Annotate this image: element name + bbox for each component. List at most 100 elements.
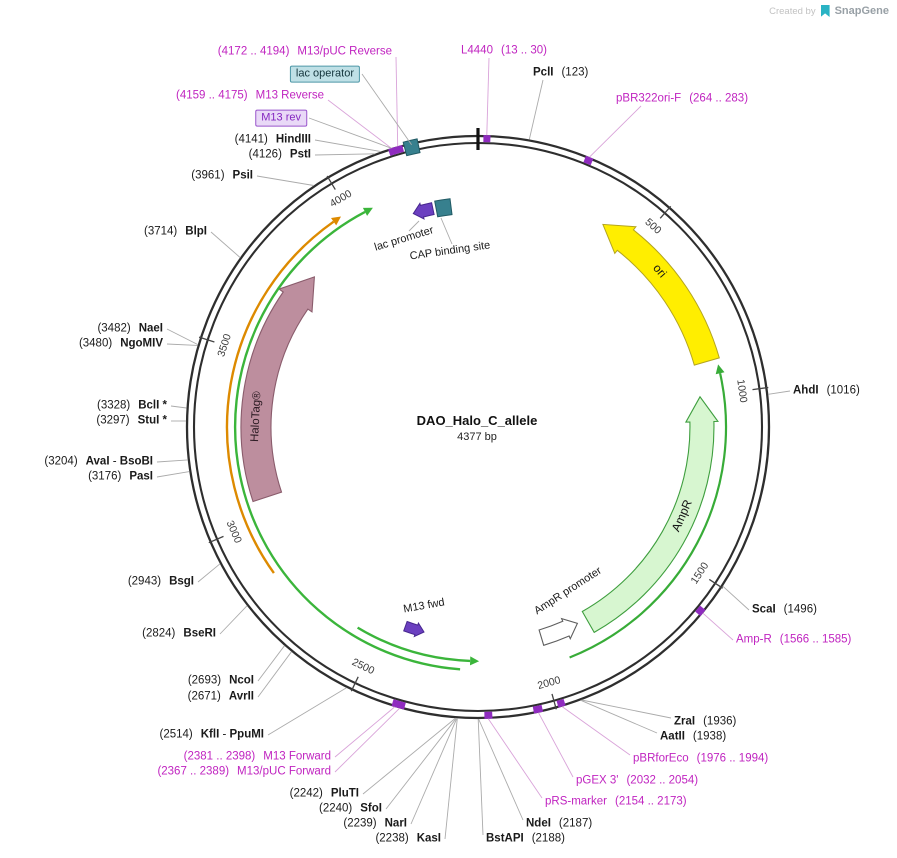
tick-mark-500 (659, 205, 672, 219)
label-sfoi[interactable]: (2240) SfoI (319, 802, 382, 815)
feature-ampr[interactable] (581, 395, 719, 634)
feature-gene-green[interactable] (233, 210, 461, 671)
label-m13-reverse[interactable]: (4159 .. 4175) M13 Reverse (176, 89, 324, 102)
label-psti[interactable]: (4126) PstI (249, 148, 311, 161)
label-psii[interactable]: (3961) PsiI (191, 169, 253, 182)
label-pgex-3[interactable]: pGEX 3' (2032 .. 2054) (576, 774, 698, 787)
label-aatii-part: (1938) (692, 730, 727, 743)
feature-m13-fwd[interactable] (403, 620, 425, 638)
label-hindiii[interactable]: (4141) HindIII (235, 133, 311, 146)
label-pluti[interactable]: (2242) PluTI (290, 787, 359, 800)
label-ncoi[interactable]: (2693) NcoI (188, 674, 254, 687)
snapgene-logo-icon (820, 5, 830, 17)
label-ncoi-name: NcoI (229, 674, 254, 687)
primer-site-pbrforeco[interactable] (556, 698, 566, 708)
label-pbrforeco[interactable]: pBRforEco (1976 .. 1994) (633, 752, 768, 765)
label-pcli[interactable]: PclI (123) (533, 66, 588, 79)
feature-ampr-frame[interactable] (569, 372, 728, 659)
label-scai[interactable]: ScaI (1496) (752, 603, 817, 616)
feature-label-cap-binding-site[interactable]: CAP binding site (409, 239, 491, 262)
label-m13-forward[interactable]: (2381 .. 2398) M13 Forward (184, 750, 331, 763)
label-avai-bsobi-part: (3204) (44, 455, 78, 468)
tick-label-3500: 3500 (215, 332, 234, 358)
label-ngomiv-part: (3480) (78, 337, 113, 350)
feature-lac-promoter[interactable] (412, 202, 435, 220)
feature-lac-operator-site[interactable] (402, 138, 421, 157)
label-m13-reverse-part: (4159 .. 4175) (176, 89, 248, 102)
primer-site-pgex-3-[interactable] (532, 704, 544, 714)
label-pcli-part: (123) (561, 66, 589, 79)
label-ndei[interactable]: NdeI (2187) (526, 817, 592, 830)
feature-ampr-frame-arrowhead (715, 364, 725, 375)
label-kasi[interactable]: (2238) KasI (375, 832, 441, 845)
primer-site-pbr322ori-f[interactable] (583, 155, 594, 166)
label-blpi-name: BlpI (185, 225, 207, 238)
label-l4440-part: (13 .. 30) (500, 44, 548, 57)
label-pbr322ori-f[interactable]: pBR322ori-F (264 .. 283) (616, 92, 748, 105)
label-m13-rev[interactable]: M13 rev (255, 109, 307, 127)
tick-label-1500: 1500 (688, 560, 711, 586)
label-blpi[interactable]: (3714) BlpI (144, 225, 207, 238)
plasmid-title-block: DAO_Halo_C_allele 4377 bp (417, 413, 538, 443)
feature-label-m13-fwd[interactable]: M13 fwd (402, 596, 445, 615)
label-kfli-ppumi-name: KflI (200, 728, 220, 741)
label-zrai-name: ZraI (674, 715, 696, 728)
primer-site-amp-r[interactable] (695, 605, 706, 617)
leader-bsgi (197, 563, 221, 583)
leader-psti (314, 153, 376, 156)
label-psti-part: (4126) (248, 148, 282, 161)
feature-ampr-promoter[interactable] (538, 617, 579, 646)
feature-gene-green-2[interactable] (356, 626, 471, 663)
label-prs-marker-part: (2154 .. 2173) (614, 795, 687, 808)
leader-sfoi (385, 717, 457, 810)
label-aatii[interactable]: AatII (1938) (660, 730, 726, 743)
label-ahdi-name: AhdI (793, 384, 819, 397)
leader-ncoi (257, 645, 285, 682)
label-ngomiv[interactable]: (3480) NgoMIV (79, 337, 163, 350)
primer-site-m13-forward[interactable] (391, 699, 401, 708)
label-stui[interactable]: (3297) StuI * (96, 414, 167, 427)
label-m13-reverse-part: M13 Reverse (255, 89, 324, 102)
leader-lac-operator (361, 73, 412, 145)
feature-ori[interactable] (602, 223, 720, 366)
label-m13-puc-reverse[interactable]: (4172 .. 4194) M13/pUC Reverse (218, 45, 392, 58)
label-m13-puc-forward[interactable]: (2367 .. 2389) M13/pUC Forward (157, 765, 331, 778)
feature-cap-binding-site[interactable] (434, 198, 453, 218)
label-avai-bsobi[interactable]: (3204) AvaI - BsoBI (44, 455, 153, 468)
label-bcli[interactable]: (3328) BclI * (97, 399, 167, 412)
label-amp-r[interactable]: Amp-R (1566 .. 1585) (736, 633, 851, 646)
tick-mark-3500 (198, 336, 215, 343)
label-prs-marker[interactable]: pRS-marker (2154 .. 2173) (545, 795, 687, 808)
label-pasi[interactable]: (3176) PasI (88, 470, 153, 483)
label-bcli-name: BclI * (138, 399, 167, 412)
label-bstapi-name: BstAPI (486, 832, 524, 845)
label-avrii-part: (2671) (187, 690, 221, 703)
label-bstapi[interactable]: BstAPI (2188) (486, 832, 565, 845)
tick-mark-1000 (752, 386, 769, 391)
label-bseri[interactable]: (2824) BseRI (142, 627, 216, 640)
label-bsgi[interactable]: (2943) BsgI (128, 575, 194, 588)
label-ahdi-part: (1016) (826, 384, 860, 397)
leader-m13-rev (308, 117, 392, 149)
label-pluti-part: (2242) (289, 787, 323, 800)
feature-label-halotag[interactable]: HaloTag® (249, 391, 263, 443)
feature-gene-green-2-arrowhead (470, 656, 480, 666)
feature-halotag[interactable] (240, 276, 316, 503)
primer-site-m13-puc-reverse[interactable] (393, 145, 405, 155)
feature-orf-orange[interactable] (225, 220, 335, 574)
label-nari[interactable]: (2239) NarI (343, 817, 407, 830)
label-lac-operator[interactable]: lac operator (289, 65, 360, 83)
feature-orf-orange-arrowhead (331, 216, 341, 226)
label-kfli-ppumi[interactable]: (2514) KflI - PpuMI (159, 728, 264, 741)
label-avrii-name: AvrII (228, 690, 254, 703)
label-pluti-name: PluTI (330, 787, 359, 800)
tick-label-4000: 4000 (328, 188, 354, 210)
leader-m13-puc-reverse (395, 56, 399, 147)
label-avrii[interactable]: (2671) AvrII (188, 690, 254, 703)
label-naei[interactable]: (3482) NaeI (97, 322, 163, 335)
label-ahdi[interactable]: AhdI (1016) (793, 384, 860, 397)
label-zrai[interactable]: ZraI (1936) (674, 715, 736, 728)
label-nari-name: NarI (384, 817, 407, 830)
label-l4440[interactable]: L4440 (13 .. 30) (461, 44, 547, 57)
